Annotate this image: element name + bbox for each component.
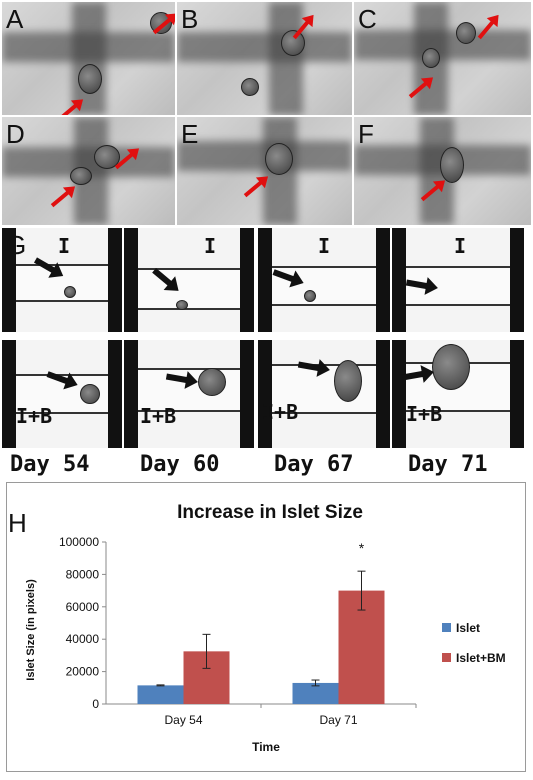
islet-image xyxy=(334,360,362,402)
panel-c: C xyxy=(354,2,531,115)
legend-label: Islet xyxy=(456,621,480,635)
panel-e: E xyxy=(177,117,352,225)
x-axis-label: Time xyxy=(252,740,280,754)
group-label-islet-bm: I+B xyxy=(262,400,299,424)
islet-image xyxy=(432,344,470,390)
islet-image xyxy=(80,384,100,404)
group-label-islet-bm: I+B xyxy=(406,402,443,426)
day-label: Day 67 xyxy=(274,452,354,477)
panel-g-islet-day67: I xyxy=(258,228,390,332)
islet-image xyxy=(241,78,259,96)
panel-label-e: E xyxy=(181,119,199,149)
islet-image xyxy=(281,30,305,56)
islet-image xyxy=(440,147,464,183)
panel-g-islet-bm-day54: I+B xyxy=(2,340,122,448)
panel-g-islet-bm-day67: I+B xyxy=(258,340,390,448)
day-label: Day 60 xyxy=(140,452,220,477)
panel-a: A xyxy=(2,2,175,115)
group-label-islet: I xyxy=(204,234,217,258)
day-label: Day 54 xyxy=(10,452,90,477)
islet-image xyxy=(176,300,188,310)
panel-g-islet-day71: I xyxy=(392,228,524,332)
islet-image xyxy=(265,143,293,175)
x-tick-label: Day 71 xyxy=(319,713,357,727)
islet-image xyxy=(64,286,76,298)
y-tick-label: 0 xyxy=(92,697,99,711)
islet-image xyxy=(304,290,316,302)
panel-g-islet-day54: I G xyxy=(2,228,122,332)
y-tick-label: 40000 xyxy=(66,632,100,646)
legend-swatch xyxy=(442,653,451,662)
legend-swatch xyxy=(442,623,451,632)
group-label-islet: I xyxy=(58,234,71,258)
panel-label-c: C xyxy=(358,4,377,34)
panel-label-a: A xyxy=(6,4,24,34)
y-axis-label: Islet Size (in pixels) xyxy=(25,579,37,681)
panel-g-islet-day60: I xyxy=(124,228,254,332)
y-tick-label: 60000 xyxy=(66,600,100,614)
islet-image xyxy=(422,48,440,68)
y-tick-label: 80000 xyxy=(66,567,100,581)
panel-g-islet-bm-day71: I+B xyxy=(392,340,524,448)
y-tick-label: 100000 xyxy=(59,535,99,549)
red-arrow-icon xyxy=(50,187,74,208)
panel-b: B xyxy=(177,2,352,115)
significance-marker: * xyxy=(359,540,365,556)
panel-label-b: B xyxy=(181,4,199,34)
legend-label: Islet+BM xyxy=(456,651,506,665)
panel-label-f: F xyxy=(358,119,374,149)
panel-d: D xyxy=(2,117,175,225)
panel-f: F xyxy=(354,117,531,225)
islet-image xyxy=(70,167,92,185)
panel-label-d: D xyxy=(6,119,25,149)
panel-label-h: H xyxy=(8,508,27,538)
islet-size-chart: H Increase in Islet Size Islet Size (in … xyxy=(6,482,526,772)
bar-islet-1 xyxy=(292,682,339,704)
x-tick-label: Day 54 xyxy=(164,713,202,727)
islet-image xyxy=(78,64,102,94)
chart-title: Increase in Islet Size xyxy=(177,502,363,523)
group-label-islet-bm: I+B xyxy=(16,404,53,428)
islet-image xyxy=(198,368,226,396)
day-label: Day 71 xyxy=(408,452,488,477)
group-label-islet: I xyxy=(318,234,331,258)
islet-image xyxy=(456,22,476,44)
group-label-islet: I xyxy=(454,234,467,258)
panel-label-g: G xyxy=(6,230,27,260)
y-tick-label: 20000 xyxy=(66,665,100,679)
group-label-islet-bm: I+B xyxy=(140,404,177,428)
bar-islet-0 xyxy=(137,685,184,704)
panel-g-islet-bm-day60: I+B xyxy=(124,340,254,448)
